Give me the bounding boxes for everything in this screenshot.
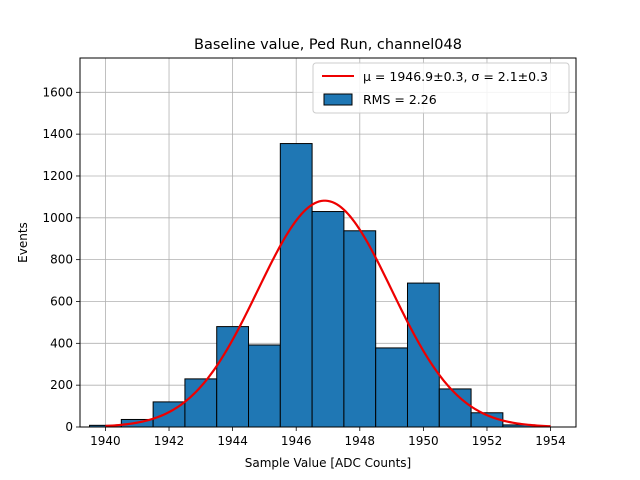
legend-fit-mu: μ = 1946.9±0.3, bbox=[363, 69, 471, 84]
x-tick-label: 1954 bbox=[535, 434, 566, 448]
x-axis-label: Sample Value [ADC Counts] bbox=[245, 456, 411, 470]
x-tick-label: 1950 bbox=[408, 434, 439, 448]
histogram-bar bbox=[216, 326, 250, 428]
x-tick-label: 1942 bbox=[154, 434, 185, 448]
legend-box bbox=[312, 62, 570, 114]
histogram-bar bbox=[279, 143, 313, 428]
histogram-bar bbox=[248, 344, 281, 428]
chart-title: Baseline value, Ped Run, channel048 bbox=[194, 37, 462, 53]
y-tick-label: 400 bbox=[50, 336, 73, 350]
y-tick-label: 1400 bbox=[42, 127, 73, 141]
x-tick-label: 1952 bbox=[472, 434, 503, 448]
histogram-bar bbox=[311, 211, 345, 428]
y-tick-label: 1000 bbox=[42, 211, 73, 225]
plot-area-frame bbox=[79, 57, 577, 428]
legend: μ = 1946.9±0.3, σ = 2.1±0.3 RMS = 2.26 bbox=[312, 62, 570, 114]
y-tick-label: 1200 bbox=[42, 169, 73, 183]
histogram-bar bbox=[343, 230, 377, 428]
legend-fit-label: μ = 1946.9±0.3, σ = 2.1±0.3 bbox=[363, 69, 548, 84]
y-tick-label: 600 bbox=[50, 294, 73, 308]
gaussian-fit bbox=[105, 199, 551, 428]
axis-ticks: 1940 1942 1944 1946 1948 1950 1952 1954 0 200 400 6… bbox=[42, 85, 565, 448]
y-tick-label: 0 bbox=[65, 420, 73, 434]
x-tick-label: 1940 bbox=[90, 434, 121, 448]
y-tick-label: 800 bbox=[50, 253, 73, 267]
histogram-bar bbox=[438, 388, 472, 428]
x-tick-label: 1946 bbox=[281, 434, 312, 448]
legend-fit-sigma: σ = 2.1±0.3 bbox=[471, 69, 548, 84]
y-tick-label: 1600 bbox=[42, 85, 73, 99]
x-tick-label: 1944 bbox=[217, 434, 248, 448]
y-axis-label: Events bbox=[16, 222, 30, 263]
legend-histogram-swatch bbox=[323, 93, 353, 106]
histogram-bars bbox=[89, 143, 536, 428]
histogram-bar bbox=[375, 347, 408, 428]
y-tick-label: 200 bbox=[50, 378, 73, 392]
gaussian-fit-curve bbox=[105, 199, 551, 428]
legend-histogram-label: RMS = 2.26 bbox=[363, 92, 437, 107]
x-tick-label: 1948 bbox=[345, 434, 376, 448]
histogram-bar bbox=[406, 282, 440, 428]
